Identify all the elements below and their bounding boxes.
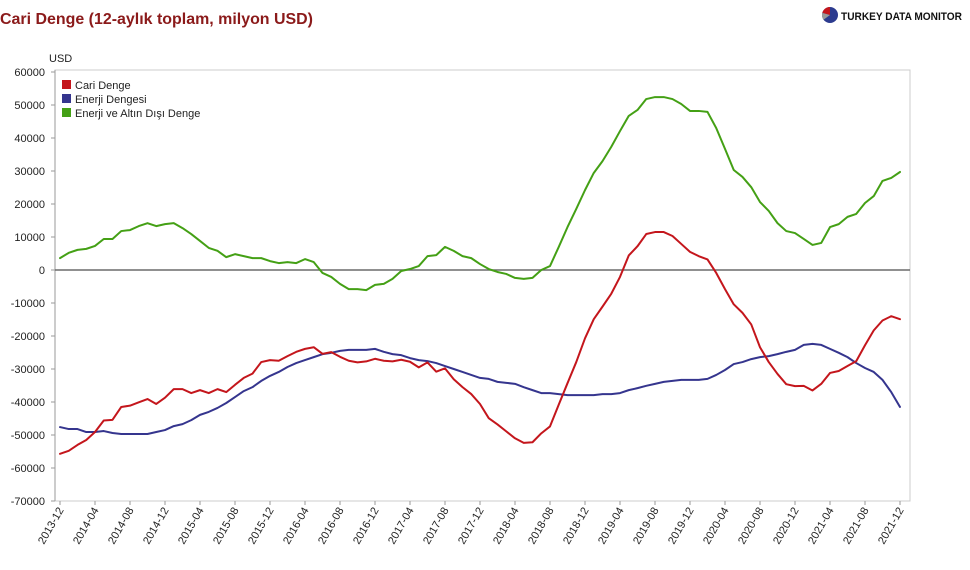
y-tick-label: -10000 <box>11 298 45 310</box>
legend: Cari Denge Enerji Dengesi Enerji ve Altı… <box>62 80 200 120</box>
y-tick-label: -50000 <box>11 430 45 442</box>
legend-swatch <box>62 80 71 89</box>
logo-text: TURKEY DATA MONITOR <box>841 11 962 23</box>
legend-swatch <box>62 108 71 117</box>
y-tick-label: 0 <box>39 265 45 277</box>
legend-item-cari-denge: Cari Denge <box>62 80 131 92</box>
y-axis-label: USD <box>49 53 72 65</box>
legend-label: Enerji ve Altın Dışı Denge <box>75 108 200 120</box>
y-tick-label: 40000 <box>14 133 45 145</box>
chart-title: Cari Denge (12-aylık toplam, milyon USD) <box>0 11 313 28</box>
series-line-enerji-ve-altin-disi-denge <box>59 96 901 292</box>
legend-item-enerji-ve-altin-disi-denge: Enerji ve Altın Dışı Denge <box>62 108 200 120</box>
y-tick-label: 50000 <box>14 100 45 112</box>
y-tick-label: 30000 <box>14 166 45 178</box>
series-lines <box>59 96 901 455</box>
y-tick-label: -40000 <box>11 397 45 409</box>
y-axis: 60000 50000 40000 30000 20000 10000 0 -10000 -20… <box>11 67 55 508</box>
legend-label: Enerji Dengesi <box>75 94 147 106</box>
series-line-cari-denge <box>59 231 901 455</box>
y-tick-label: -70000 <box>11 496 45 508</box>
legend-item-enerji-dengesi: Enerji Dengesi <box>62 94 147 106</box>
series-line-enerji-dengesi <box>59 342 901 436</box>
pie-globe-icon <box>822 7 838 23</box>
y-tick-label: -60000 <box>11 463 45 475</box>
legend-swatch <box>62 94 71 103</box>
y-tick-label: 10000 <box>14 232 45 244</box>
y-tick-label: 60000 <box>14 67 45 79</box>
y-tick-label: -30000 <box>11 364 45 376</box>
logo: TURKEY DATA MONITOR <box>822 7 962 23</box>
y-tick-label: -20000 <box>11 331 45 343</box>
y-tick-label: 20000 <box>14 199 45 211</box>
legend-label: Cari Denge <box>75 80 131 92</box>
